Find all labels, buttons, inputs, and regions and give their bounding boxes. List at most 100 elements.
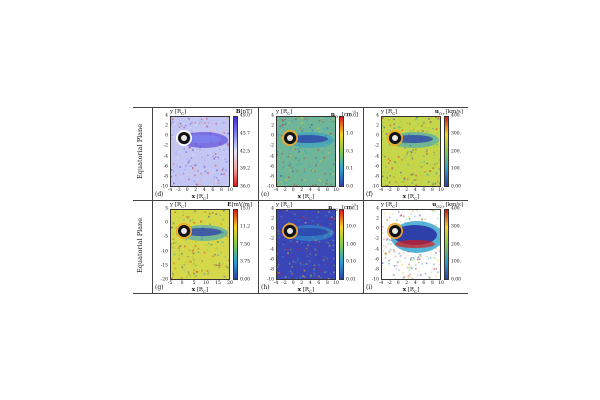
speckle bbox=[431, 209, 433, 211]
speckle bbox=[331, 277, 334, 280]
x-tick-label: -5 bbox=[167, 281, 173, 286]
y-tick-label: -2 bbox=[163, 143, 168, 149]
speckle bbox=[188, 249, 191, 251]
speckle bbox=[393, 176, 395, 178]
speckle bbox=[332, 163, 335, 166]
x-tick-labels: -5 0 5 10 15 20 bbox=[167, 281, 233, 286]
colorbar-quantity-label: nO+[cm-3] bbox=[330, 109, 358, 119]
speckle bbox=[296, 266, 299, 268]
speckle bbox=[333, 154, 336, 156]
speckle bbox=[424, 218, 427, 221]
speckle bbox=[384, 256, 387, 259]
speckle bbox=[435, 172, 437, 174]
speckle bbox=[221, 147, 224, 149]
speckle bbox=[206, 118, 208, 120]
speckle bbox=[294, 148, 296, 150]
speckle bbox=[186, 163, 189, 165]
speckle bbox=[302, 216, 305, 218]
speckle bbox=[277, 232, 280, 235]
speckle bbox=[403, 177, 406, 179]
speckle bbox=[333, 214, 335, 216]
colorbar-tick-label: 0.1 bbox=[346, 166, 354, 172]
speckle bbox=[318, 117, 321, 119]
y-tick-label: -8 bbox=[374, 174, 379, 180]
speckle bbox=[318, 241, 321, 243]
speckle bbox=[178, 127, 180, 130]
speckle bbox=[189, 219, 192, 221]
wake-core bbox=[288, 228, 328, 236]
speckle bbox=[214, 254, 217, 256]
speckle bbox=[419, 254, 422, 256]
speckle bbox=[427, 181, 430, 183]
speckle bbox=[279, 116, 281, 119]
speckle bbox=[411, 277, 414, 280]
speckle bbox=[213, 181, 215, 183]
colorbar bbox=[339, 209, 344, 280]
speckle bbox=[192, 262, 195, 265]
speckle bbox=[283, 219, 285, 221]
speckle bbox=[318, 179, 321, 181]
speckle bbox=[436, 162, 438, 165]
speckle bbox=[301, 117, 303, 119]
y-tick-label: 4 bbox=[165, 113, 168, 119]
speckle bbox=[428, 127, 430, 130]
field-map bbox=[170, 116, 230, 187]
speckle bbox=[277, 184, 280, 187]
speckle bbox=[174, 265, 177, 268]
speckle bbox=[389, 213, 391, 215]
speckle bbox=[319, 256, 321, 258]
speckle bbox=[433, 154, 436, 156]
ionosphere-ring bbox=[176, 130, 192, 146]
speckle bbox=[319, 173, 322, 176]
speckle bbox=[329, 132, 332, 135]
speckle bbox=[200, 172, 202, 175]
speckle bbox=[385, 133, 388, 135]
speckle bbox=[328, 128, 331, 130]
speckle bbox=[226, 143, 229, 145]
speckle bbox=[438, 164, 440, 167]
speckle bbox=[196, 183, 199, 186]
speckle bbox=[317, 127, 320, 130]
map-background bbox=[170, 116, 230, 187]
speckle bbox=[295, 157, 297, 159]
speckle bbox=[304, 150, 306, 152]
speckle bbox=[277, 133, 280, 136]
y-tick-label: -6 bbox=[374, 164, 379, 170]
speckle bbox=[435, 128, 438, 130]
speckle bbox=[408, 276, 411, 278]
panel-g: y [RC] E[mV/m] 5 0 -5 -10 -15 -20 -5 0 5 10 15 20 x [R… bbox=[152, 201, 256, 294]
speckle bbox=[188, 146, 191, 149]
x-tick-label: -4 bbox=[273, 188, 279, 193]
speckle bbox=[330, 221, 333, 224]
speckle bbox=[206, 125, 209, 128]
ionosphere-ring bbox=[387, 223, 403, 239]
speckle bbox=[203, 251, 206, 254]
speckle bbox=[412, 116, 415, 118]
y-tick-label: 2 bbox=[376, 216, 379, 222]
speckle bbox=[193, 218, 195, 221]
speckle bbox=[381, 138, 384, 141]
speckle bbox=[278, 263, 280, 266]
speckle bbox=[388, 144, 391, 146]
speckle bbox=[224, 184, 226, 187]
speckle bbox=[399, 255, 402, 257]
speckle bbox=[433, 146, 435, 148]
speckle bbox=[319, 153, 321, 155]
speckle bbox=[292, 170, 294, 173]
moon-marker bbox=[392, 228, 398, 234]
speckle bbox=[173, 252, 175, 255]
speckle bbox=[382, 154, 385, 156]
speckle bbox=[217, 264, 220, 266]
speckle bbox=[396, 261, 399, 264]
speckle bbox=[429, 151, 432, 153]
speckle bbox=[437, 271, 439, 274]
speckle bbox=[426, 131, 428, 133]
speckle bbox=[291, 272, 293, 275]
speckle bbox=[416, 116, 418, 119]
speckle bbox=[281, 134, 283, 137]
speckle bbox=[202, 164, 204, 166]
speckle bbox=[191, 256, 194, 259]
speckle bbox=[384, 252, 387, 255]
speckle bbox=[283, 241, 286, 243]
speckle bbox=[411, 157, 414, 160]
